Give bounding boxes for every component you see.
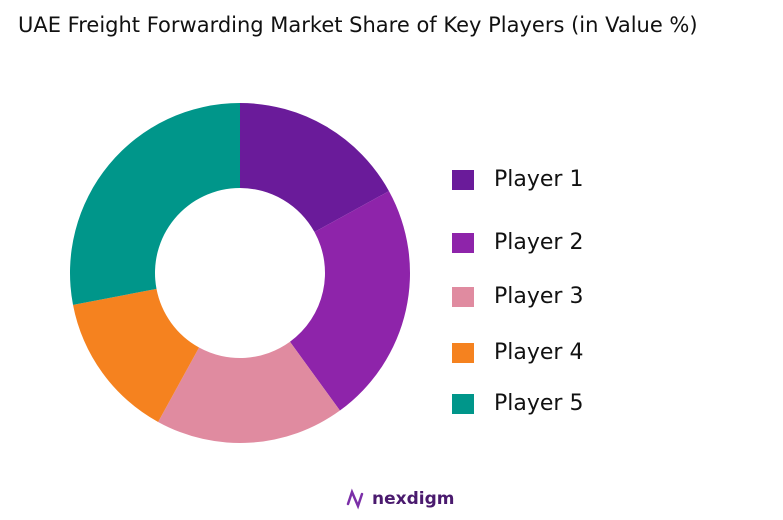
legend-label: Player 2 <box>494 230 583 255</box>
legend-label: Player 4 <box>494 340 583 365</box>
donut-slice <box>240 103 389 233</box>
donut-slice <box>73 288 200 422</box>
logo-icon <box>346 488 364 510</box>
legend-swatch <box>452 287 474 307</box>
legend-swatch <box>452 233 474 253</box>
legend-swatch <box>452 343 474 363</box>
chart-title: UAE Freight Forwarding Market Share of K… <box>18 13 698 37</box>
legend-label: Player 3 <box>494 284 583 309</box>
brand-logo: nexdigm <box>346 488 454 510</box>
brand-name: nexdigm <box>372 489 454 509</box>
legend-swatch <box>452 394 474 414</box>
donut-slice <box>70 103 240 305</box>
legend-swatch <box>452 170 474 190</box>
donut-slice <box>158 341 340 443</box>
legend-label: Player 1 <box>494 167 583 192</box>
donut-slice <box>289 191 410 411</box>
legend-label: Player 5 <box>494 391 583 416</box>
